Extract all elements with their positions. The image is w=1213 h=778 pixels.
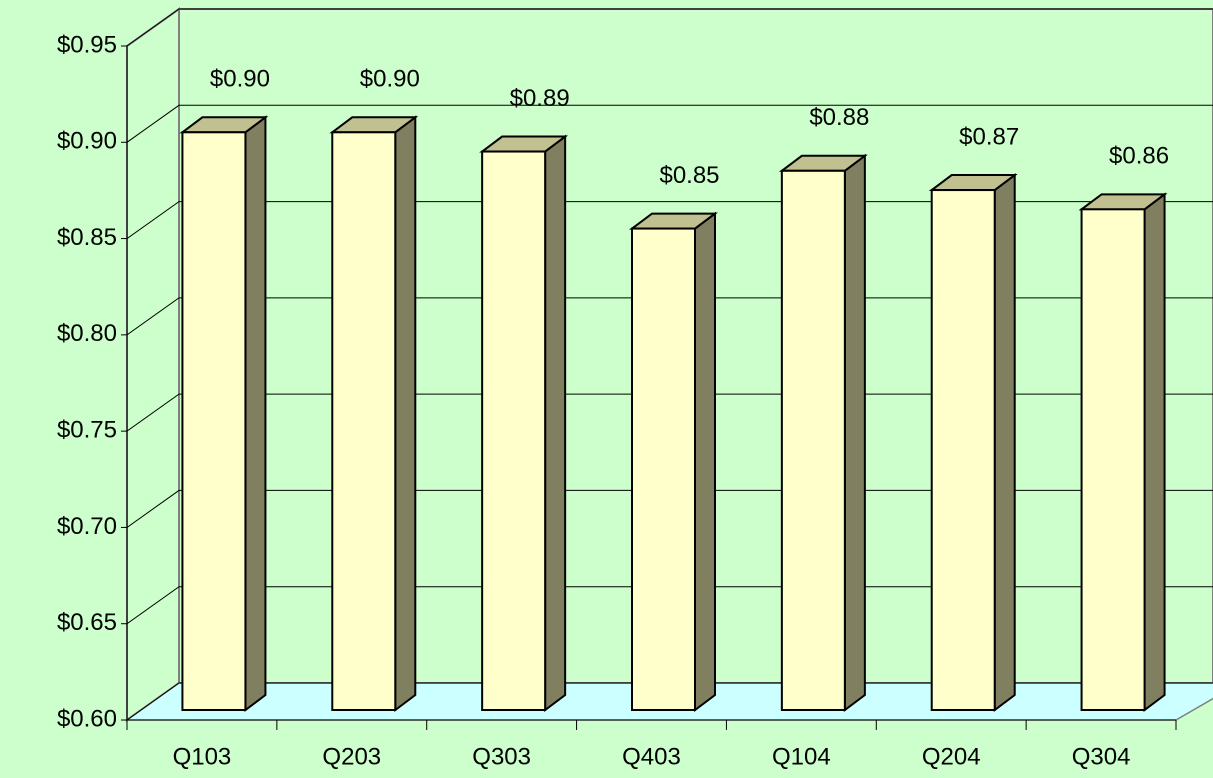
bar — [1080, 208, 1146, 711]
x-tick-label: Q304 — [1072, 743, 1131, 770]
bar-side — [694, 211, 716, 712]
value-label: $0.87 — [959, 123, 1019, 150]
grid-line — [126, 393, 1213, 432]
grid-line — [126, 201, 1213, 239]
value-label: $0.85 — [659, 162, 719, 189]
y-tick-label: $0.70 — [57, 513, 117, 540]
x-tick-label: Q203 — [322, 743, 381, 770]
bar — [930, 189, 996, 712]
y-tick-label: $0.90 — [57, 128, 117, 155]
grid-line — [126, 297, 1213, 336]
bar-side — [244, 115, 267, 713]
bar — [331, 131, 397, 712]
bar — [780, 169, 846, 712]
y-tick-label: $0.75 — [57, 416, 117, 443]
grid-line — [126, 8, 1213, 47]
x-tick-label: Q204 — [922, 743, 981, 770]
bar — [181, 131, 247, 712]
x-tick-label: Q103 — [173, 743, 232, 770]
x-tick-label: Q403 — [622, 743, 681, 770]
value-label: $0.90 — [360, 66, 420, 93]
grid-line — [126, 586, 1213, 625]
value-label: $0.88 — [809, 104, 869, 131]
y-tick-label: $0.80 — [57, 320, 117, 347]
y-tick-label: $0.60 — [57, 705, 117, 732]
y-tick-label: $0.65 — [57, 609, 117, 636]
bar-side — [1143, 192, 1166, 712]
bar-side — [544, 134, 567, 712]
value-label: $0.86 — [1109, 143, 1169, 170]
bar-side — [843, 153, 866, 712]
bar-side — [394, 115, 417, 712]
x-tick-label: Q104 — [772, 743, 831, 770]
side-wall — [126, 7, 180, 722]
value-label: $0.89 — [510, 85, 570, 112]
value-label: $0.90 — [210, 66, 270, 93]
bar — [481, 150, 547, 712]
y-tick-label: $0.95 — [57, 31, 117, 58]
bar — [631, 227, 696, 711]
bar-side — [993, 173, 1016, 712]
x-tick-label: Q303 — [472, 743, 531, 770]
y-tick-label: $0.85 — [57, 224, 117, 251]
grid-line — [126, 682, 1213, 721]
grid-line — [126, 104, 1213, 143]
grid-line — [126, 489, 1213, 528]
